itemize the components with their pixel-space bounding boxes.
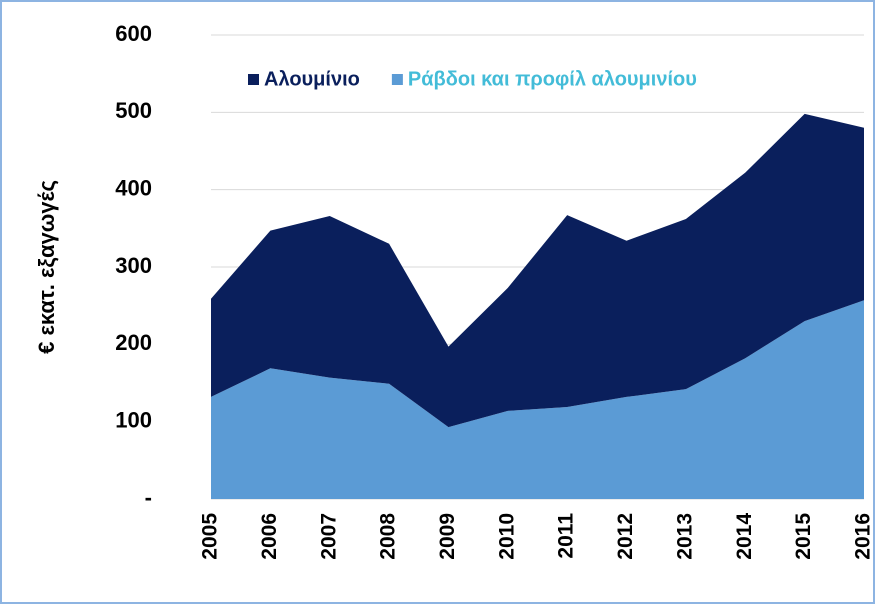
- x-tick-label: 2010: [495, 513, 518, 560]
- legend-swatch: [248, 74, 259, 85]
- x-tick-label: 2011: [555, 513, 578, 559]
- legend-swatch: [391, 74, 403, 85]
- y-tick-label: 300: [115, 253, 152, 278]
- x-tick-label: 2012: [614, 513, 637, 560]
- legend-label: Ράβδοι και προφίλ αλουμινίου: [408, 68, 697, 90]
- area: [211, 300, 864, 499]
- x-tick-label: 2014: [733, 513, 756, 560]
- x-tick-label: 2015: [792, 513, 815, 560]
- x-tick-label: 2005: [199, 513, 222, 560]
- legend-label: Αλουμίνιο: [264, 68, 360, 90]
- y-axis-title: € εκατ. εξαγωγές: [34, 180, 59, 354]
- y-tick-label: 600: [115, 21, 152, 46]
- y-tick-label: 200: [115, 330, 152, 355]
- x-tick-label: 2007: [317, 513, 340, 560]
- y-tick-label: 500: [115, 98, 152, 123]
- x-tick-label: 2013: [673, 513, 696, 560]
- y-tick-label: -: [145, 485, 152, 510]
- y-tick-label: 100: [115, 407, 152, 432]
- x-tick-label: 2016: [852, 513, 875, 560]
- y-tick-label: 400: [115, 175, 152, 200]
- x-tick-label: 2006: [258, 513, 281, 560]
- area: [211, 113, 864, 428]
- x-tick-label: 2009: [436, 513, 459, 560]
- x-tick-label: 2008: [377, 513, 400, 560]
